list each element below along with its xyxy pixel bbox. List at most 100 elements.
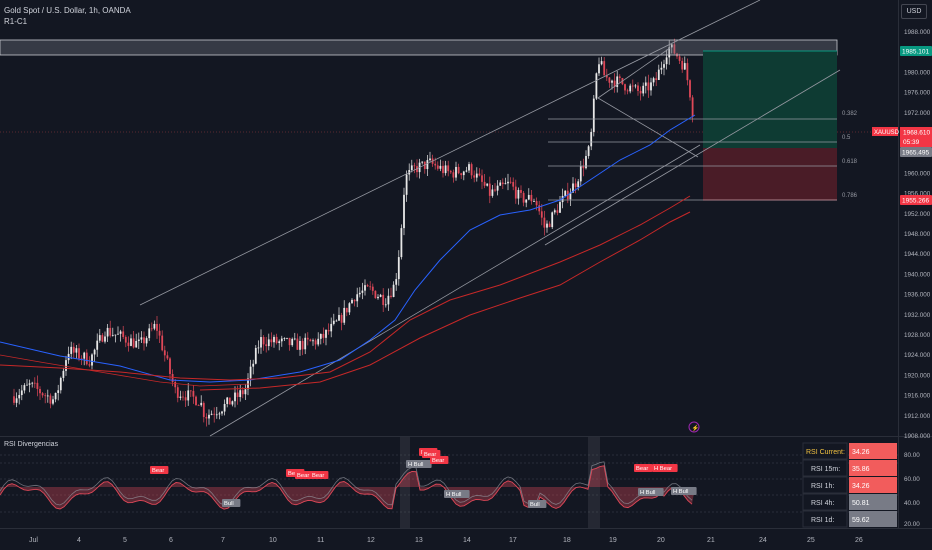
candle-body <box>75 348 78 353</box>
resistance-zone[interactable] <box>0 39 838 56</box>
lightning-icon[interactable] <box>688 421 700 433</box>
candle-body <box>582 166 585 169</box>
candle-body <box>618 76 621 78</box>
price-tick-label: 1912.000 <box>904 413 931 420</box>
candle-body <box>174 381 177 388</box>
candle-body <box>384 304 387 306</box>
candle-body <box>366 285 369 287</box>
candle-body <box>462 171 465 176</box>
time-tick-label: 4 <box>77 537 81 544</box>
candle-body <box>371 286 374 291</box>
fib-level-label: 0.618 <box>842 159 858 165</box>
candle-body <box>603 61 606 76</box>
divergence-label: Bear <box>432 458 444 464</box>
candle-body <box>278 341 281 344</box>
divergence-label: Bear <box>297 473 309 479</box>
candle-body <box>101 335 104 342</box>
candle-body <box>611 80 613 83</box>
candle-body <box>254 347 257 364</box>
candle-body <box>150 328 153 330</box>
rsi-tick-label: 80.00 <box>904 452 920 459</box>
candle-body <box>410 165 413 171</box>
candle-body <box>23 385 26 391</box>
symbol-tag-bg <box>872 127 898 136</box>
currency-selector[interactable]: USD <box>901 4 927 19</box>
channel-lower-line[interactable] <box>209 144 701 437</box>
candle-body <box>46 395 49 397</box>
candle-body <box>356 294 359 302</box>
candle-body <box>655 78 658 81</box>
candle-body <box>647 82 650 91</box>
time-tick-label: 5 <box>123 537 127 544</box>
price-axis[interactable]: 1988.0001984.0001980.0001976.0001972.000… <box>29 29 932 544</box>
candle-body <box>231 401 234 405</box>
candle-body <box>189 390 192 392</box>
time-tick-label: Jul <box>29 537 38 544</box>
rsi-signal-line <box>0 461 693 506</box>
channel-upper-line[interactable] <box>139 0 761 306</box>
candle-body <box>52 399 54 404</box>
candle-body <box>569 192 572 200</box>
stop-zone[interactable] <box>703 148 837 200</box>
candle-body <box>210 413 213 415</box>
candle-body <box>158 330 161 336</box>
rsi-table-label: RSI 1d: <box>811 517 834 524</box>
candle-body <box>124 336 127 343</box>
rsi-table-label: RSI 4h: <box>811 500 834 507</box>
candle-body <box>91 354 93 366</box>
candle-body <box>288 337 291 346</box>
candle-body <box>553 210 556 213</box>
candle-body <box>291 338 294 346</box>
rsi-table-value-cell <box>849 494 897 510</box>
candle-body <box>18 395 21 399</box>
price-tick-label: 1980.000 <box>904 69 931 76</box>
candle-body <box>59 377 62 391</box>
candle-body <box>187 390 190 401</box>
candle-body <box>374 290 377 299</box>
fib-level-label: 0.382 <box>842 111 858 117</box>
candle-body <box>44 395 47 397</box>
rsi-table-label-cell <box>802 510 848 528</box>
target-price-label: 1985.101 <box>902 49 929 56</box>
candle-body <box>488 183 491 196</box>
candle-body <box>205 416 208 419</box>
fib-level-label: 0.786 <box>842 193 858 199</box>
candle-body <box>104 336 106 342</box>
divergence-label-bg <box>222 499 241 507</box>
support-trend-line[interactable] <box>544 69 841 246</box>
wedge-upper-line[interactable] <box>597 47 671 99</box>
candle-body <box>62 370 65 378</box>
candle-body <box>153 323 156 329</box>
candle-body <box>260 337 262 348</box>
candle-body <box>200 402 203 406</box>
time-tick-label: 17 <box>509 537 517 544</box>
candle-body <box>577 181 580 188</box>
divergence-label: H Bull <box>640 490 655 496</box>
candle-body <box>686 63 689 81</box>
target-zone[interactable] <box>703 51 837 148</box>
candle-body <box>481 175 483 182</box>
wedge-lower-line[interactable] <box>597 97 699 158</box>
price-tick-label: 1908.000 <box>904 433 931 440</box>
candle-body <box>681 60 684 70</box>
candle-body <box>330 323 333 332</box>
rsi-table-label-cell <box>802 442 848 460</box>
rsi-table-value: 34.26 <box>852 449 870 456</box>
candle-body <box>148 328 151 339</box>
time-tick-label: 14 <box>463 537 471 544</box>
drawing-layer[interactable]: 0.382 0.5 0.618 0.786 ⚡ <box>0 0 858 437</box>
divergence-label: Bull <box>530 502 540 508</box>
rsi-table-value-cell <box>849 477 897 493</box>
symbol-title: Gold Spot / U.S. Dollar, 1h, OANDA <box>4 6 131 15</box>
candle-body <box>273 336 275 343</box>
candle-body <box>31 382 34 384</box>
candle-body <box>309 339 312 342</box>
candle-body <box>358 292 361 295</box>
symbol-tag: XAUUSD <box>874 130 900 136</box>
candle-body <box>592 98 595 132</box>
divergence-label-bg <box>150 466 169 474</box>
candle-body <box>561 195 564 203</box>
